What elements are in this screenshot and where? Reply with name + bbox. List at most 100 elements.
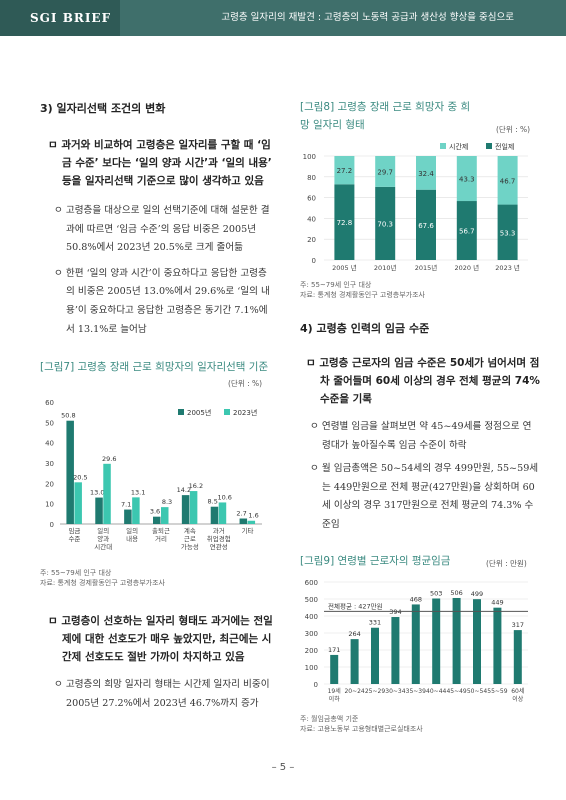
y-tick-label: 600 [305,579,318,587]
x-tick-label: 20~24 [344,688,364,695]
data-label: 7.1 [121,501,131,509]
bar-2023 [247,520,256,524]
data-label: 264 [348,630,360,638]
fig9-note: 주: 월임금총액 기준 [300,715,359,723]
x-tick-label: 취업경험 [207,534,231,543]
bar [432,598,441,684]
bar-2023 [218,502,227,524]
fig8-title-text: [그림8] 고령층 장래 근로 희망자 중 희망 일자리 형태 [300,101,471,131]
x-tick-label: 55~59 [487,688,507,695]
x-tick-label: 30~34 [385,688,405,695]
right-column-text: 4) 고령층 인력의 임금 수준 ㅁ 고령층 근로자의 임금 수준은 50세가 … [300,320,540,535]
bar [513,630,522,684]
fig8-unit: (단위 : %) [496,125,531,134]
data-label: 503 [430,589,442,597]
fig9-unit: (단위 : 만원) [486,559,527,568]
data-label: 13.0 [90,489,104,497]
sub-paragraph: ㅇ 고령층을 대상으로 일의 선택기준에 대해 설문한 결과에 따르면 ‘임금 … [54,205,270,254]
x-tick-label: 과거 [213,526,225,535]
bar [411,604,420,684]
y-tick-label: 0 [312,257,316,265]
data-label: 70.3 [377,220,393,228]
bar-2023 [103,463,111,524]
fig7-notes: 주: 55~79세 인구 대상 자료: 통계청 경제활동인구 고령층부가조사 [40,568,275,588]
data-label: 29.7 [377,168,393,176]
fig8-source: 자료: 통계청 경제활동인구 고령층부가조사 [300,291,425,299]
y-tick-label: 100 [303,153,316,161]
y-tick-label: 20 [45,480,54,488]
data-label: 1.6 [248,512,258,520]
x-tick-label: 출퇴근 [152,526,170,535]
bar-fulltime [416,189,436,260]
bar-2005 [124,509,132,524]
legend-label: 2023년 [233,408,257,417]
x-tick-label: 기타 [242,526,254,535]
y-tick-label: 300 [305,630,318,638]
fig8-note: 주: 55~79세 인구 대상 [300,281,372,289]
bar-2023 [161,507,169,524]
bar-parttime [456,156,477,202]
bar [350,639,359,684]
y-tick-label: 60 [307,195,316,203]
x-tick-label: 계속 [184,526,196,535]
bar-2005 [66,420,74,524]
bar-parttime [375,156,396,187]
x-tick-label: 19세 [328,687,341,695]
y-tick-label: 400 [305,613,318,621]
y-tick-label: 30 [45,460,54,468]
legend-label: 시간제 [449,142,468,151]
x-tick-label: 35~39 [406,688,426,695]
x-tick-label: 수준 [68,535,80,543]
x-tick-label: 임금 [68,527,80,535]
data-label: 72.8 [337,219,353,227]
header-title: 고령층 일자리의 재발견 : 고령층의 노동력 공급과 생산성 향상을 중심으로 [221,12,514,23]
x-tick-label: 2023 년 [495,263,520,272]
data-label: 14.2 [177,486,191,494]
x-tick-label: 45~49 [446,688,466,695]
average-label: 전체평균 : 427만원 [328,601,383,610]
fig9-title: [그림9] 연령별 근로자의 평균임금 [300,552,470,570]
bar-fulltime [334,184,355,260]
x-tick-label: 2015년 [415,263,438,272]
data-label: 394 [389,608,401,616]
bar [371,627,379,684]
page-number: – 5 – [271,762,295,773]
bar-2005 [153,516,161,524]
data-label: 32.4 [418,170,434,178]
y-tick-label: 10 [45,501,54,509]
data-label: 13.1 [131,488,145,496]
fig7-source: 자료: 통계청 경제활동인구 고령층부가조사 [40,579,165,587]
left-column-bottom: ㅁ 고령층이 선호하는 일자리 형태도 과거에는 전일제에 대한 선호도가 매우… [40,612,275,713]
data-label: 43.3 [459,176,475,184]
data-label: 8.5 [208,498,218,506]
bullet-paragraph: ㅁ 고령층이 선호하는 일자리 형태도 과거에는 전일제에 대한 선호도가 매우… [48,615,273,663]
data-label: 20.5 [73,473,87,481]
x-tick-label: 2005 년 [332,263,357,272]
x-tick-label: 거리 [155,534,167,543]
x-tick-label: 근로 [184,535,196,543]
data-label: 29.6 [102,455,116,463]
bar [493,607,502,684]
y-tick-label: 40 [45,440,54,448]
fig9-notes: 주: 월임금총액 기준 자료: 고용노동부 고용형태별근로실태조사 [300,714,540,734]
fig7-unit: (단위 : %) [228,379,263,388]
left-column: 3) 일자리선택 조건의 변화 ㅁ 과거와 비교하여 고령층은 일자리를 구할 … [40,100,275,339]
legend-swatch [440,143,446,149]
sub-paragraph: ㅇ 한편 ‘일의 양과 시간’이 중요하다고 응답한 고령층의 비중은 2005… [54,267,270,335]
data-label: 50.8 [61,412,75,420]
bar-parttime [497,156,518,205]
data-label: 16.2 [189,482,203,490]
fig8-notes: 주: 55~79세 인구 대상 자료: 통계청 경제활동인구 고령층부가조사 [300,280,540,300]
y-tick-label: 20 [307,236,316,244]
x-tick-label: 40~44 [426,688,446,695]
data-label: 56.7 [459,228,475,236]
y-tick-label: 100 [305,664,318,672]
y-tick-label: 40 [307,215,316,223]
data-label: 8.3 [162,498,172,506]
x-tick-label: 이하 [329,695,341,703]
y-tick-label: 200 [305,647,318,655]
data-label: 331 [369,619,381,627]
data-label: 499 [471,590,483,598]
